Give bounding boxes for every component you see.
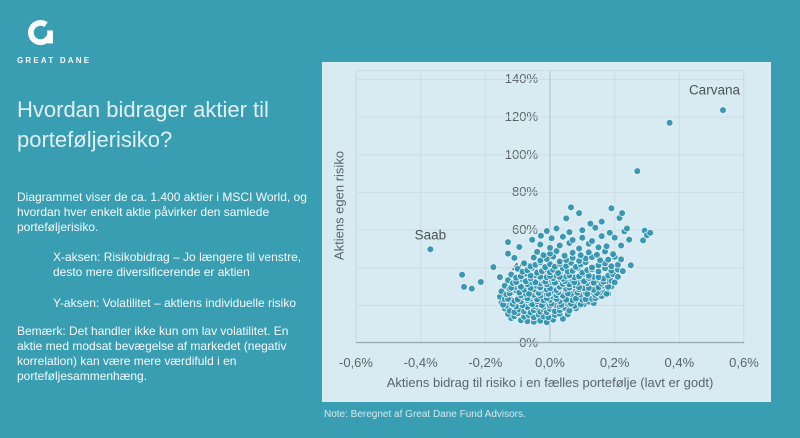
x-axis-title: Aktiens bidrag til risiko i en fælles po… [386,375,714,390]
scatter-point [594,243,603,252]
scatter-point [554,269,562,277]
scatter-point [576,251,585,260]
x-tick-label: 0,0% [535,355,565,370]
remark-text: Bemærk: Det handler ikke kun om lav vola… [17,324,289,383]
scatter-point [552,247,561,255]
y-tick-label: 100% [504,146,538,162]
scatter-point [546,244,554,252]
y-tick-label: 80% [511,184,538,200]
brand-name: GREAT DANE [17,56,92,65]
scatter-point [604,255,613,264]
scatter-point [568,236,577,244]
scatter-point [610,278,619,287]
scatter-point [617,255,625,264]
scatter-point [633,167,642,175]
great-dane-logo-icon [28,20,53,45]
scatter-point [562,214,571,223]
scatter-point [588,237,596,245]
x-tick-label: 0,2% [599,355,630,370]
scatter-point [646,228,655,237]
x-tick-label: 0,4% [664,355,695,370]
scatter-point [610,233,619,242]
scatter-point [665,118,674,127]
scatter-point [468,284,476,293]
scatter-point [477,278,485,286]
scatter-point [510,254,519,262]
scatter-point [520,259,528,268]
scatter-point [575,244,583,253]
scatter-point [606,228,614,237]
scatter-point [578,226,587,235]
scatter-point [489,263,498,271]
scatter-point [539,251,548,259]
x-tick-label: -0,4% [403,355,438,370]
scatter-point [575,209,583,217]
y-tick-label: 140% [504,71,538,87]
page-title: Hvordan bidrager aktier til porteføljeri… [17,97,269,152]
scatter-point [602,242,611,251]
scatter-point [607,204,616,213]
x-tick-label: 0,6% [729,355,759,370]
scatter-point [586,219,595,228]
scatter-point [597,217,606,226]
scatter-point [496,273,504,281]
scatter-point [623,224,631,233]
scatter-svg [355,70,745,344]
scatter-point [460,283,468,291]
scatter-point [593,250,601,259]
scatter-point [504,238,512,246]
scatter-point [559,233,567,241]
annotation-label-saab: Saab [414,227,447,243]
y-tick-label: 60% [511,222,538,238]
annotation-label-carvana: Carvana [688,82,740,98]
scatter-point [567,203,575,212]
scatter-point [625,235,634,244]
scatter-point [591,224,600,232]
scatter-point [594,267,603,276]
plot-area: 0%20%40%60%80%100%120%140%-0,6%-0,4%-0,2… [339,70,759,370]
scatter-point [543,227,551,235]
scatter-point [560,252,569,260]
scatter-point [588,263,596,272]
scatter-point [617,241,625,250]
source-note: Note: Beregnet af Great Dane Fund Adviso… [324,409,526,420]
y-axis-explainer: Y-aksen: Volatilitet – aktiens individue… [53,296,297,310]
scatter-point [719,106,727,114]
scatter-point [585,248,593,257]
scatter-point [555,257,564,266]
scatter-point [607,262,616,271]
scatter-point [504,249,512,258]
scatter-point [555,241,564,250]
scatter-point [552,224,561,233]
scatter-point [537,231,545,240]
scatter-point [609,250,617,258]
scatter-point [458,271,466,279]
x-tick-label: -0,2% [468,355,503,370]
scatter-point [426,245,435,254]
scatter-point [639,236,647,245]
scatter-point [547,234,556,243]
scatter-point [597,232,606,240]
scatter-point [536,240,545,249]
scatter-point [530,253,538,262]
x-axis-explainer: X-aksen: Risikobidrag – Jo længere til v… [53,250,302,279]
scatter-point [578,234,587,242]
y-tick-label: 120% [504,109,538,125]
intro-text: Diagrammet viser de ca. 1.400 aktier i M… [17,190,307,234]
scatter-point [533,248,541,256]
scatter-point [618,267,627,275]
scatter-point [568,249,577,257]
scatter-point [614,272,622,281]
scatter-point [626,261,635,270]
y-axis-title: Aktiens egen risiko [331,150,347,261]
scatter-point [596,256,604,265]
x-tick-label: -0,6% [339,355,373,370]
chart-panel: Aktiens egen risiko 0%20%40%60%80%100%12… [322,62,771,402]
scatter-point [618,209,626,217]
scatter-point [515,243,524,251]
scatter-point [565,228,574,236]
scatter-point [528,236,537,244]
